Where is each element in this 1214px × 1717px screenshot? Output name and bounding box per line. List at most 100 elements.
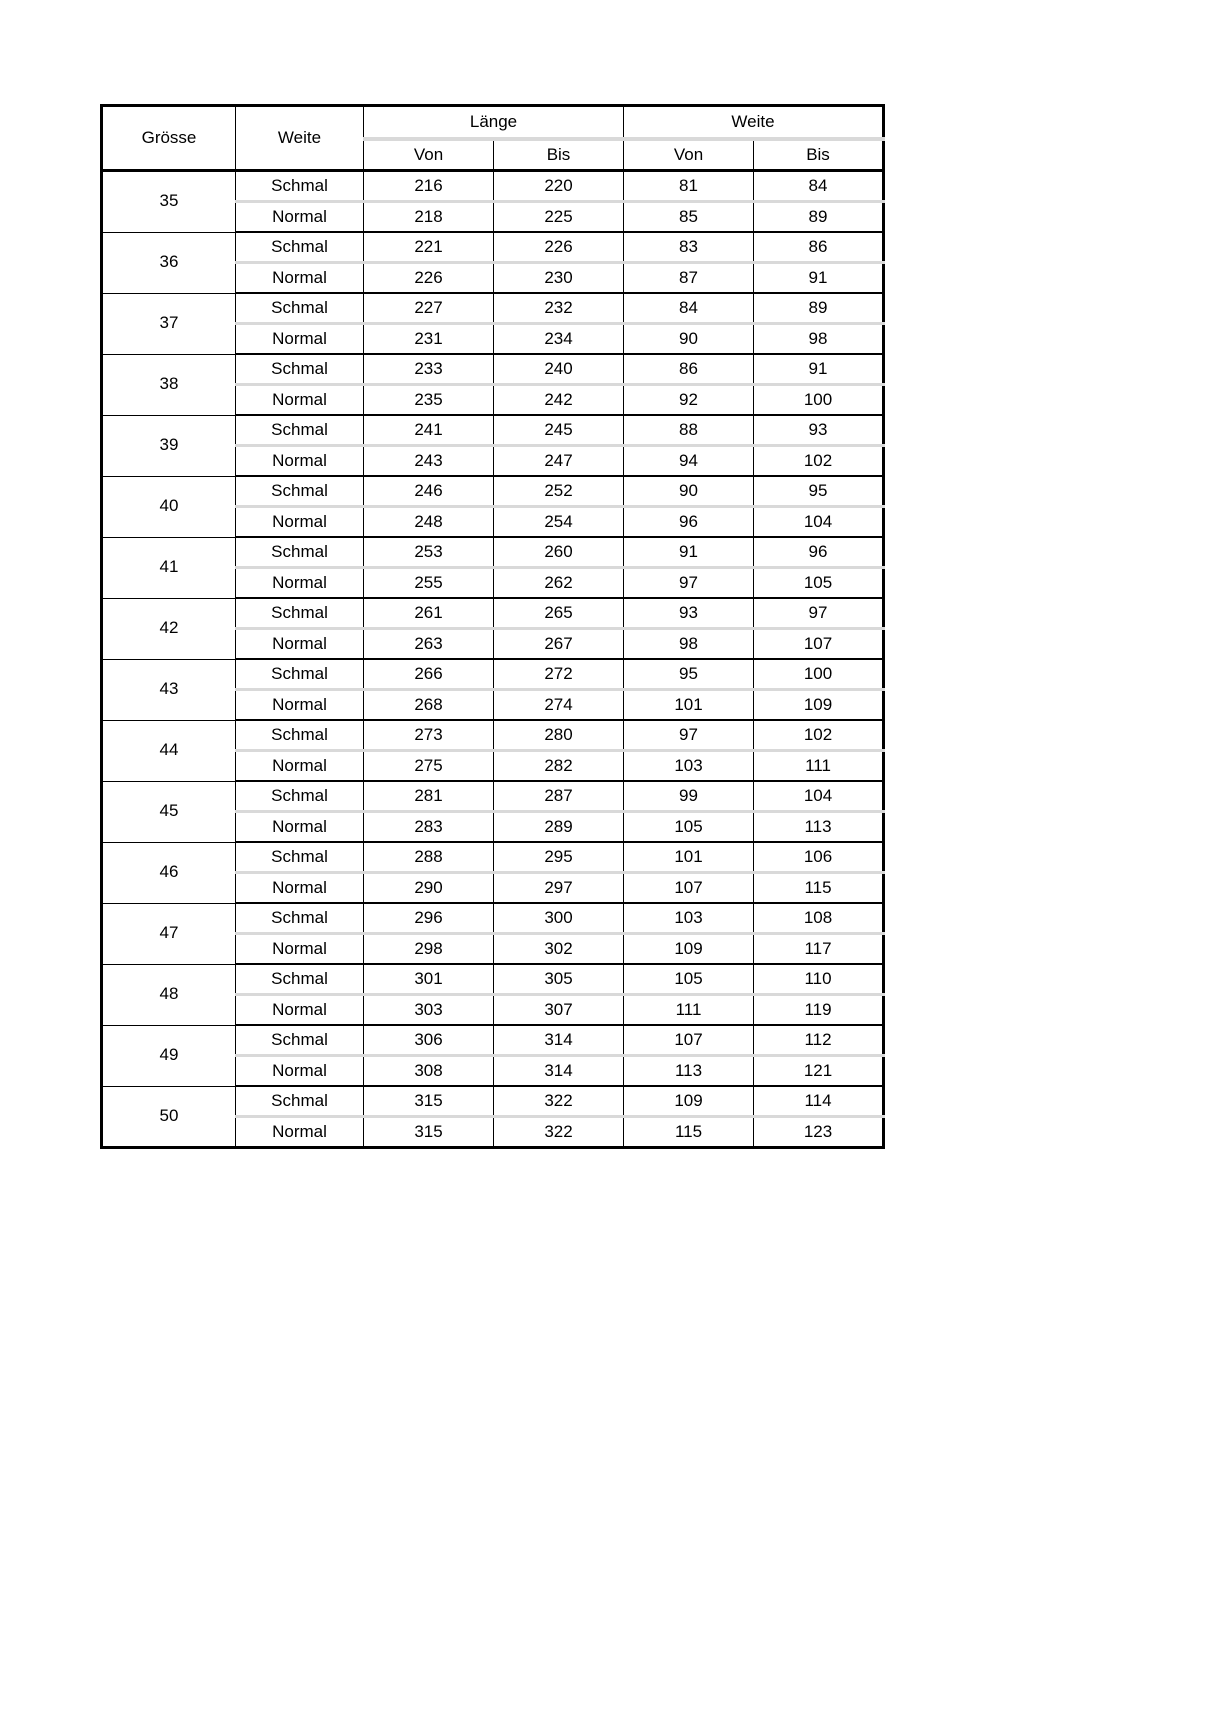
table-row: Normal 231 234 90 98 <box>102 322 884 355</box>
cell-laenge-von: 243 <box>363 444 494 477</box>
size-chart-sheet: Grösse Weite Länge Weite Von Bis Von Bis… <box>100 104 885 1149</box>
cell-weite-label: Normal <box>235 627 364 660</box>
cell-weite-bis: 93 <box>753 414 884 447</box>
cell-weite-label: Schmal <box>235 597 364 630</box>
cell-groesse: 37 <box>101 292 236 355</box>
cell-weite-von: 83 <box>623 231 754 264</box>
cell-laenge-bis: 289 <box>493 810 624 843</box>
cell-groesse: 40 <box>101 475 236 538</box>
cell-weite-von: 101 <box>623 841 754 874</box>
cell-weite-von: 101 <box>623 688 754 721</box>
cell-laenge-von: 233 <box>363 353 494 386</box>
cell-weite-label: Schmal <box>235 536 364 569</box>
cell-laenge-von: 248 <box>363 505 494 538</box>
cell-weite-bis: 84 <box>753 169 884 203</box>
cell-laenge-von: 241 <box>363 414 494 447</box>
cell-laenge-von: 221 <box>363 231 494 264</box>
table-row: 41 Schmal 253 260 91 96 <box>101 536 884 599</box>
cell-laenge-von: 266 <box>363 658 494 691</box>
cell-laenge-von: 216 <box>363 169 494 203</box>
cell-laenge-von: 273 <box>363 719 494 752</box>
cell-weite-label: Schmal <box>235 169 364 203</box>
cell-weite-von: 97 <box>623 719 754 752</box>
cell-laenge-bis: 314 <box>493 1024 624 1057</box>
cell-laenge-bis: 287 <box>493 780 624 813</box>
cell-weite-label: Normal <box>235 871 364 904</box>
cell-laenge-bis: 247 <box>493 444 624 477</box>
cell-weite-von: 84 <box>623 292 754 325</box>
column-header-groesse: Grösse <box>101 105 236 172</box>
cell-weite-label: Normal <box>235 261 364 294</box>
cell-weite-von: 96 <box>623 505 754 538</box>
cell-laenge-von: 288 <box>363 841 494 874</box>
cell-weite-label: Schmal <box>235 475 364 508</box>
cell-weite-label: Normal <box>235 322 364 355</box>
cell-weite-label: Schmal <box>235 414 364 447</box>
cell-laenge-von: 261 <box>363 597 494 630</box>
cell-laenge-von: 226 <box>363 261 494 294</box>
cell-weite-bis: 96 <box>753 536 884 569</box>
cell-laenge-von: 296 <box>363 902 494 935</box>
cell-weite-label: Normal <box>235 444 364 477</box>
table-row: Normal 268 274 101 109 <box>102 688 884 721</box>
cell-laenge-bis: 230 <box>493 261 624 294</box>
cell-weite-bis: 112 <box>753 1024 884 1057</box>
table-row: Normal 275 282 103 111 <box>102 749 884 782</box>
table-row: Normal 248 254 96 104 <box>102 505 884 538</box>
table-row: Normal 303 307 111 119 <box>102 993 884 1026</box>
cell-weite-label: Schmal <box>235 658 364 691</box>
cell-weite-von: 98 <box>623 627 754 660</box>
cell-weite-von: 91 <box>623 536 754 569</box>
cell-laenge-von: 268 <box>363 688 494 721</box>
cell-groesse: 49 <box>101 1024 236 1087</box>
cell-weite-bis: 109 <box>753 688 884 721</box>
cell-groesse: 46 <box>101 841 236 904</box>
cell-weite-label: Schmal <box>235 780 364 813</box>
cell-laenge-bis: 242 <box>493 383 624 416</box>
cell-weite-label: Normal <box>235 688 364 721</box>
cell-weite-label: Normal <box>235 1054 364 1087</box>
cell-laenge-von: 315 <box>363 1085 494 1118</box>
cell-laenge-bis: 295 <box>493 841 624 874</box>
table-row: Normal 308 314 113 121 <box>102 1054 884 1087</box>
table-row: 47 Schmal 296 300 103 108 <box>101 902 884 965</box>
cell-weite-label: Normal <box>235 993 364 1026</box>
cell-weite-von: 109 <box>623 1085 754 1118</box>
table-row: 42 Schmal 261 265 93 97 <box>101 597 884 660</box>
cell-groesse: 39 <box>101 414 236 477</box>
table-row: Normal 298 302 109 117 <box>102 932 884 965</box>
cell-groesse: 36 <box>101 231 236 294</box>
cell-weite-bis: 98 <box>753 322 884 355</box>
cell-weite-bis: 91 <box>753 261 884 294</box>
cell-weite-von: 92 <box>623 383 754 416</box>
table-row: 40 Schmal 246 252 90 95 <box>101 475 884 538</box>
cell-laenge-bis: 272 <box>493 658 624 691</box>
cell-weite-label: Schmal <box>235 963 364 996</box>
cell-laenge-bis: 240 <box>493 353 624 386</box>
cell-groesse: 43 <box>101 658 236 721</box>
table-row: 43 Schmal 266 272 95 100 <box>101 658 884 721</box>
cell-laenge-bis: 262 <box>493 566 624 599</box>
cell-laenge-bis: 252 <box>493 475 624 508</box>
cell-groesse: 44 <box>101 719 236 782</box>
cell-weite-label: Normal <box>235 566 364 599</box>
cell-weite-label: Schmal <box>235 292 364 325</box>
cell-laenge-von: 315 <box>363 1115 494 1149</box>
table-body: 35 Schmal 216 220 81 84 Normal 218 225 85 89 36 Schm… <box>101 169 884 1149</box>
cell-laenge-bis: 225 <box>493 200 624 233</box>
cell-weite-bis: 89 <box>753 292 884 325</box>
table-row: 35 Schmal 216 220 81 84 <box>101 169 884 233</box>
cell-weite-bis: 102 <box>753 444 884 477</box>
cell-laenge-bis: 282 <box>493 749 624 782</box>
cell-laenge-von: 281 <box>363 780 494 813</box>
cell-laenge-von: 253 <box>363 536 494 569</box>
cell-laenge-von: 283 <box>363 810 494 843</box>
cell-weite-bis: 102 <box>753 719 884 752</box>
cell-weite-von: 87 <box>623 261 754 294</box>
cell-laenge-bis: 280 <box>493 719 624 752</box>
table-row: 50 Schmal 315 322 109 114 <box>101 1085 884 1148</box>
cell-laenge-bis: 260 <box>493 536 624 569</box>
cell-weite-bis: 104 <box>753 780 884 813</box>
header-row-groups: Grösse Weite Länge Weite <box>101 105 884 172</box>
cell-laenge-bis: 265 <box>493 597 624 630</box>
